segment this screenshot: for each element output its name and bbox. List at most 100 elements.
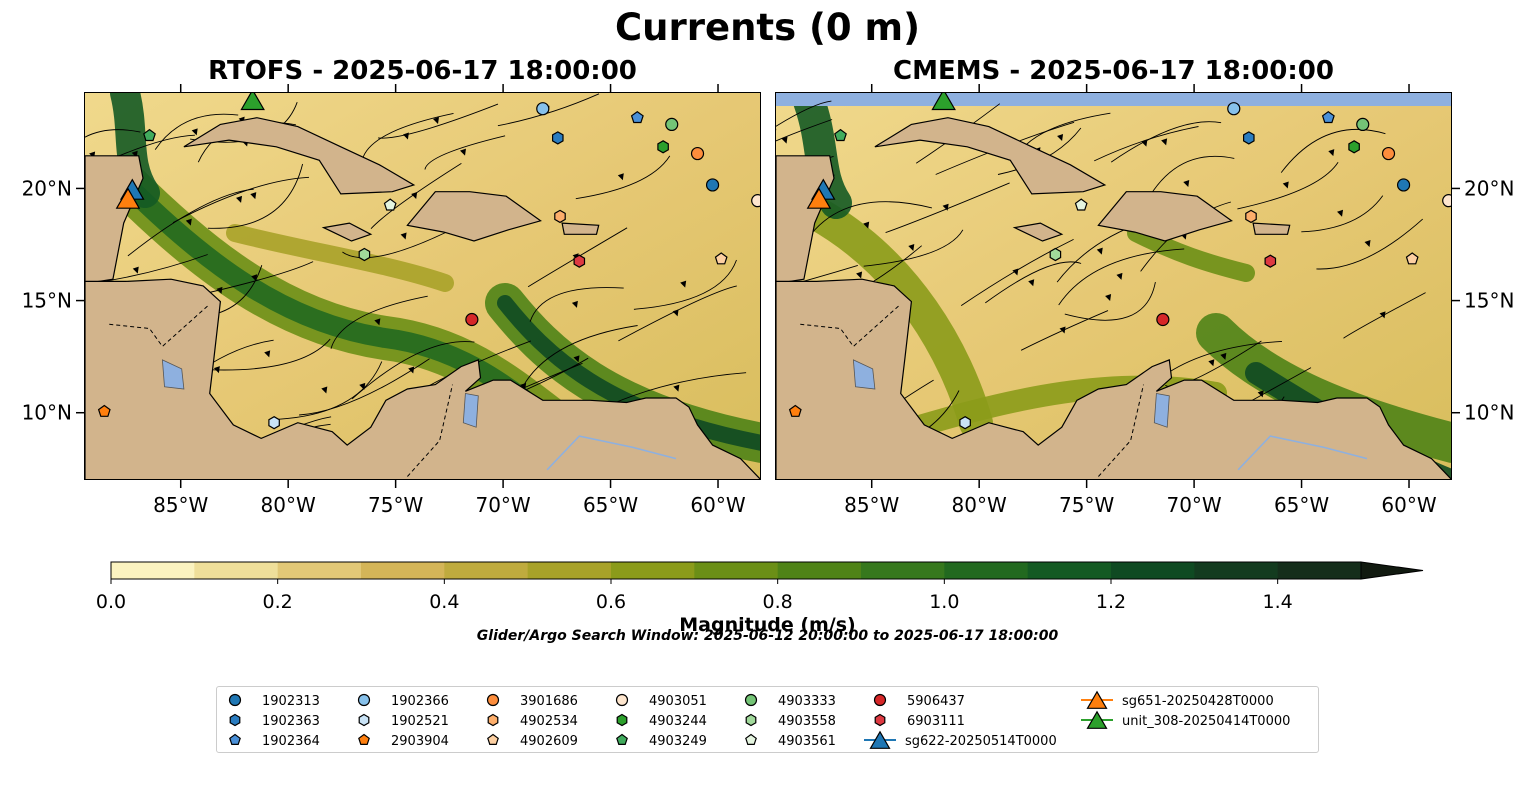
marker-2903904	[788, 404, 802, 417]
legend-label: 5906437	[907, 694, 965, 709]
streamline-arrow	[1183, 179, 1190, 187]
country-border	[797, 305, 899, 348]
streamline	[776, 119, 833, 142]
rtofs-map	[85, 93, 760, 479]
streamline-arrow	[185, 218, 192, 226]
river	[546, 435, 677, 471]
streamline-arrow	[908, 244, 915, 252]
streamline	[1064, 282, 1156, 321]
colorbar-segment	[1277, 562, 1362, 579]
marker-1902521	[959, 416, 971, 430]
streamline-arrow	[1282, 181, 1289, 189]
lon-tick-label: 80°W	[261, 493, 316, 517]
legend-label: 1902366	[391, 694, 449, 709]
legend-marker-4903244	[616, 713, 628, 727]
marker-4902534	[1245, 209, 1257, 224]
streamline-arrow	[1105, 294, 1112, 302]
marker-sg651-20250428T0000	[115, 187, 141, 209]
lon-tick-label: 85°W	[153, 493, 208, 517]
legend-marker-4902534	[487, 713, 499, 727]
streamline-arrow	[781, 136, 788, 144]
streamline	[518, 325, 638, 394]
streamline-arrow	[191, 128, 198, 136]
marker-4903333	[665, 117, 679, 131]
legend-marker-1902366	[357, 693, 371, 707]
streamline	[361, 112, 454, 160]
legend-label: 4903244	[649, 714, 707, 729]
colorbar-frame	[110, 561, 1362, 580]
streamline-arrow	[250, 192, 257, 200]
marker-4903333	[1356, 117, 1370, 131]
marker-6903111	[573, 254, 586, 268]
colorbar-segment	[194, 562, 279, 579]
streamline	[960, 238, 1074, 306]
marker-3901686	[690, 146, 705, 161]
colorbar-segment	[694, 562, 779, 579]
marker-4902534	[554, 209, 566, 224]
legend-marker-2903904	[358, 733, 370, 746]
streamline	[610, 372, 747, 406]
streamline-arrow	[680, 280, 687, 288]
marker-4902609	[1405, 252, 1419, 265]
streamline	[863, 229, 964, 267]
legend-markers: 1902313 1902363 1902364 1902366 1902521 29039…	[228, 690, 1290, 749]
marker-1902313	[1396, 178, 1411, 192]
legend-marker-4903333	[744, 693, 758, 707]
streamline-arrow	[132, 266, 139, 274]
marker-1902363	[1243, 131, 1255, 145]
streamline-arrow	[321, 386, 328, 394]
legend-marker-sg622-20250514T0000	[869, 730, 891, 749]
streamline-arrow	[1379, 311, 1386, 319]
lon-tick-label: 75°W	[368, 493, 423, 517]
country-border	[407, 384, 453, 477]
colorbar-tick-label: 0.2	[263, 591, 293, 613]
streamline-arrow	[863, 221, 870, 229]
colorbar-tick-label: 0.4	[429, 591, 459, 613]
streamline-arrow	[573, 355, 580, 363]
legend-marker-1902364	[229, 733, 241, 746]
cmems-map-panel	[775, 92, 1452, 480]
streamline	[1168, 340, 1283, 373]
marker-4903051	[1442, 194, 1451, 208]
rtofs-panel-title: RTOFS - 2025-06-17 18:00:00	[208, 56, 637, 86]
streamline-arrow	[264, 350, 271, 358]
lon-tick-label: 65°W	[583, 493, 638, 517]
marker-unit_308-20250414T0000	[931, 93, 956, 111]
streamline	[424, 135, 506, 170]
colorbar-tick-label: 1.2	[1096, 591, 1126, 613]
cmems-panel-title: CMEMS - 2025-06-17 18:00:00	[893, 56, 1334, 86]
cmems-map	[776, 93, 1451, 479]
current-band	[799, 196, 993, 440]
marker-2903904	[97, 404, 111, 417]
marker-4903249	[143, 128, 156, 142]
streamline-arrow	[1220, 352, 1227, 360]
colorbar-segment	[444, 562, 529, 579]
lon-tick-label: 80°W	[952, 493, 1007, 517]
legend-label: 4903051	[649, 694, 707, 709]
streamline-arrow	[251, 274, 258, 282]
marker-1902313	[705, 178, 720, 192]
lake	[161, 359, 185, 390]
legend-marker-1902363	[229, 713, 241, 727]
legend-marker-sg651-20250428T0000	[1086, 690, 1108, 709]
streamline	[351, 341, 475, 400]
country-border	[106, 305, 208, 348]
streamline-arrow	[520, 382, 527, 390]
marker-6903111	[1264, 254, 1277, 268]
legend-label: 3901686	[520, 694, 578, 709]
lat-tick-label: 20°N	[1464, 176, 1514, 200]
colorbar-label: Magnitude (m/s)	[679, 614, 856, 636]
streamline	[985, 261, 1082, 304]
streamline-arrow	[672, 309, 679, 317]
colorbar-extend-arrow	[1360, 561, 1424, 580]
streamline	[633, 259, 737, 310]
colorbar-segment	[777, 562, 862, 579]
land-cuba	[183, 117, 416, 195]
colorbar-tick-label: 0.8	[763, 591, 793, 613]
legend-marker-unit_308-20250414T0000	[1086, 710, 1108, 729]
streamline-arrow	[213, 366, 220, 374]
streamline-arrow	[942, 203, 949, 211]
colorbar-segment	[1027, 562, 1112, 579]
legend-marker-1902521	[358, 713, 370, 727]
lon-tick-label: 60°W	[1381, 493, 1436, 517]
